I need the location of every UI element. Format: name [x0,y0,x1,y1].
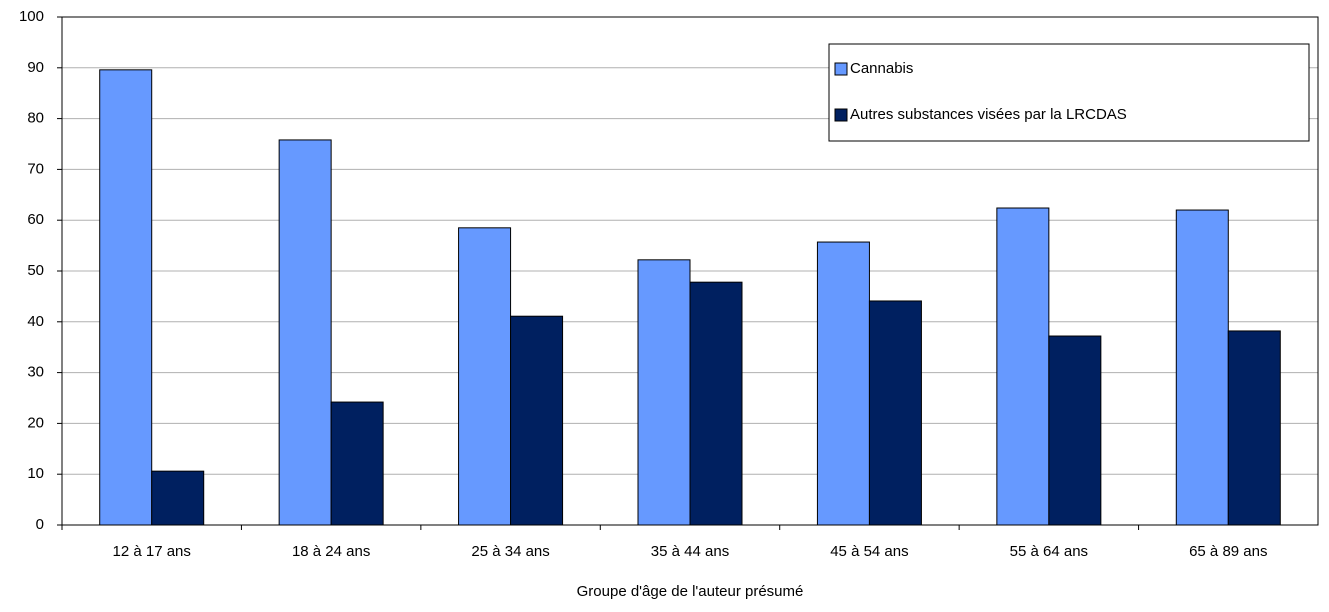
y-tick-label: 80 [27,110,44,127]
bar [458,227,512,526]
legend-swatch [834,62,848,76]
x-tick-label: 55 à 64 ans [1010,543,1088,560]
y-tick-label: 100 [19,8,44,25]
bar [868,300,922,526]
y-tick-label: 40 [27,313,44,330]
x-tick-label: 65 à 89 ans [1189,543,1267,560]
bar [151,470,205,526]
y-tick-label: 70 [27,160,44,177]
bar [996,207,1050,526]
bar [1175,209,1229,526]
legend-label: Autres substances visées par la LRCDAS [850,106,1127,123]
y-tick-label: 0 [36,516,44,533]
bar [1227,330,1281,526]
bar [637,259,691,526]
x-tick-label: 12 à 17 ans [113,543,191,560]
bar [816,241,870,526]
bar [330,401,384,526]
x-tick-label: 25 à 34 ans [471,543,549,560]
y-tick-label: 10 [27,465,44,482]
y-tick-label: 90 [27,59,44,76]
bar [689,281,743,526]
bar [99,69,153,526]
y-tick-label: 20 [27,414,44,431]
x-tick-label: 18 à 24 ans [292,543,370,560]
x-axis-label: Groupe d'âge de l'auteur présumé [577,583,804,600]
legend-box [828,43,1310,142]
x-tick-label: 35 à 44 ans [651,543,729,560]
y-tick-label: 60 [27,211,44,228]
x-tick-label: 45 à 54 ans [830,543,908,560]
bar [278,139,332,526]
y-tick-label: 50 [27,262,44,279]
bar [510,315,564,526]
y-tick-label: 30 [27,364,44,381]
bar [1048,335,1102,526]
legend-swatch [834,108,848,122]
legend-label: Cannabis [850,60,913,77]
